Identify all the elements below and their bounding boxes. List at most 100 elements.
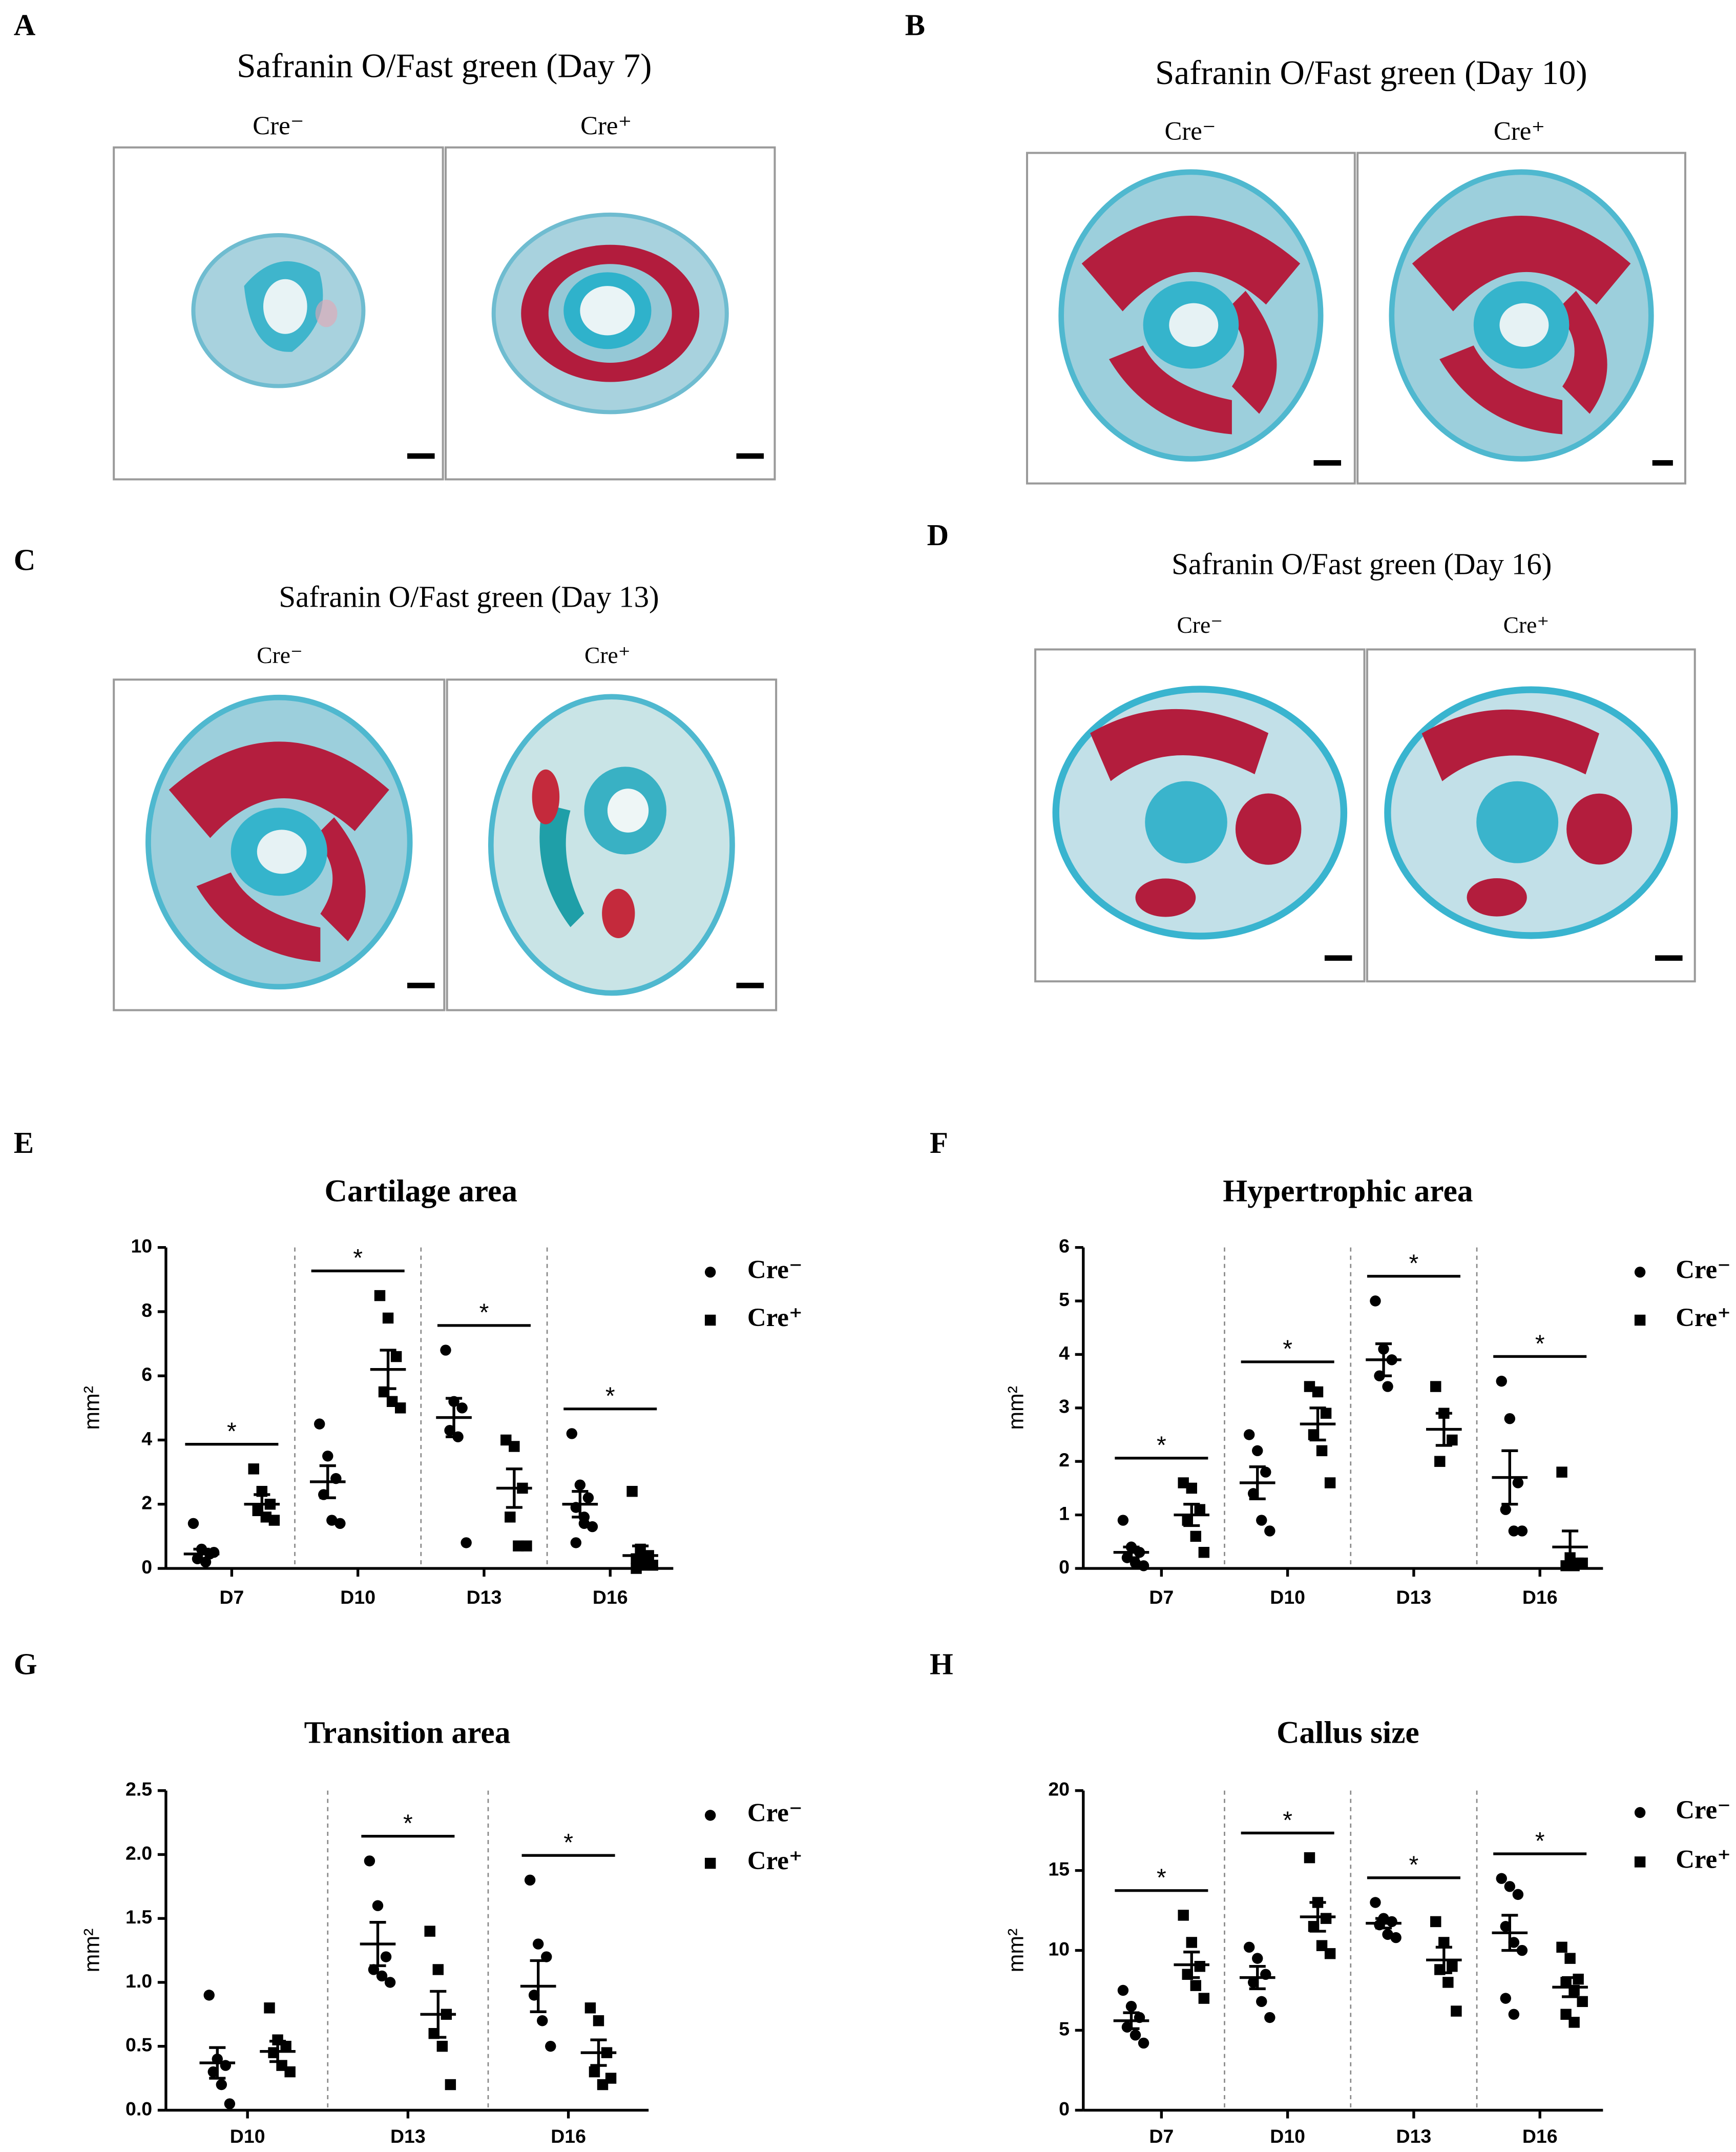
data-point — [432, 1964, 444, 1975]
chart: E Cartilage area mm² 0 2 4 6 8 10 D7 * D10 * D13 * D16 *… — [14, 1126, 803, 1608]
x-tick-label: D13 — [467, 1586, 502, 1608]
data-point — [1430, 1916, 1441, 1928]
chart-title: Transition area — [304, 1715, 511, 1750]
y-tick-label: 2.5 — [126, 1778, 152, 1800]
x-tick-label: D10 — [230, 2125, 265, 2147]
error-bar — [590, 2038, 607, 2067]
legend-label: Cre⁻ — [747, 1255, 803, 1284]
error-bar — [1501, 1914, 1518, 1952]
y-tick-label: 8 — [141, 1299, 152, 1321]
data-point — [1496, 1873, 1507, 1884]
data-point — [1430, 1381, 1441, 1392]
error-bar — [572, 1490, 589, 1519]
data-point — [203, 1990, 215, 2001]
data-point — [521, 1540, 532, 1551]
legend-label: Cre⁻ — [1676, 1255, 1731, 1284]
data-point — [1316, 1445, 1328, 1457]
data-point — [1194, 1504, 1206, 1515]
error-bar — [1562, 1976, 1579, 1998]
data-point — [326, 1515, 338, 1526]
legend-label: Cre⁻ — [747, 1799, 803, 1828]
significance-label: * — [403, 1810, 413, 1837]
data-point — [1508, 2009, 1520, 2020]
error-bar — [1249, 1465, 1266, 1500]
y-tick-label: 10 — [131, 1235, 152, 1257]
error-bar — [506, 1467, 522, 1509]
histology-image — [494, 215, 727, 412]
data-point — [445, 2079, 456, 2091]
y-tick-label: 2 — [1059, 1449, 1070, 1471]
data-point — [1382, 1381, 1393, 1392]
data-point — [570, 1537, 582, 1548]
error-bar — [1123, 1545, 1140, 1559]
data-point — [1556, 1466, 1567, 1478]
data-point — [1178, 1477, 1189, 1488]
data-point — [436, 2040, 448, 2052]
significance-label: * — [563, 1829, 573, 1856]
y-tick-label: 6 — [141, 1363, 152, 1385]
panel-title: Safranin O/Fast green (Day 13) — [279, 581, 659, 614]
data-point — [380, 1951, 392, 1962]
legend-label: Cre⁻ — [1676, 1796, 1731, 1825]
data-point — [1370, 1295, 1381, 1307]
y-tick-label: 15 — [1048, 1858, 1070, 1880]
data-point — [1138, 2037, 1149, 2049]
error-bar — [1435, 1946, 1452, 1974]
data-point — [1500, 1504, 1511, 1515]
data-point — [1442, 1977, 1454, 1988]
data-point — [1182, 1515, 1193, 1526]
legend-marker — [704, 1810, 716, 1821]
data-point — [1496, 1375, 1507, 1387]
significance-label: * — [1157, 1432, 1166, 1459]
data-point — [1260, 1466, 1271, 1478]
data-point — [1512, 1477, 1524, 1488]
error-bar — [1183, 1951, 1200, 1979]
data-point — [224, 2098, 236, 2109]
x-tick-label: D10 — [1270, 2125, 1305, 2147]
data-point — [1434, 1456, 1446, 1467]
data-point — [1556, 1941, 1567, 1953]
error-bar — [1309, 1406, 1326, 1442]
column-label: Cre⁻ — [1177, 612, 1223, 638]
data-point — [1130, 1557, 1141, 1569]
data-point — [1370, 1897, 1381, 1908]
data-point — [1125, 2000, 1137, 2012]
histology-image — [148, 697, 410, 986]
data-point — [1178, 1910, 1189, 1921]
x-tick-label: D13 — [390, 2125, 426, 2147]
y-tick-label: 1.0 — [126, 1970, 152, 1992]
data-point — [1243, 1941, 1255, 1953]
significance-label: * — [353, 1245, 363, 1272]
y-tick-label: 1 — [1059, 1503, 1070, 1524]
significance-label: * — [1535, 1827, 1545, 1855]
x-tick-label: D10 — [340, 1586, 375, 1608]
error-bar — [632, 1544, 649, 1567]
legend-marker — [704, 1267, 716, 1278]
significance-label: * — [1409, 1851, 1419, 1879]
data-point — [1447, 1434, 1458, 1446]
error-bar — [1309, 1901, 1326, 1933]
data-point — [424, 1926, 435, 1937]
data-point — [334, 1518, 346, 1529]
data-point — [545, 2040, 556, 2052]
histology-image — [193, 235, 363, 386]
y-tick-label: 3 — [1059, 1396, 1070, 1417]
y-tick-label: 0.5 — [126, 2034, 152, 2056]
data-point — [461, 1537, 472, 1548]
data-point — [1186, 1482, 1197, 1494]
histology-image — [1388, 690, 1675, 936]
y-tick-label: 4 — [1059, 1342, 1070, 1363]
data-point — [1264, 2012, 1275, 2023]
y-tick-label: 5 — [1059, 2018, 1070, 2039]
data-point — [532, 1938, 544, 1950]
data-point — [1117, 1515, 1129, 1526]
data-point — [1382, 1929, 1393, 1940]
y-tick-label: 0.0 — [126, 2098, 152, 2119]
histology-image — [1056, 689, 1344, 936]
panel-letter: H — [930, 1647, 953, 1681]
panel-title: Safranin O/Fast green (Day 7) — [237, 47, 652, 85]
error-bar — [1123, 2011, 1140, 2031]
data-point — [284, 2066, 296, 2078]
y-tick-label: 5 — [1059, 1289, 1070, 1310]
data-point — [1447, 1961, 1458, 1972]
